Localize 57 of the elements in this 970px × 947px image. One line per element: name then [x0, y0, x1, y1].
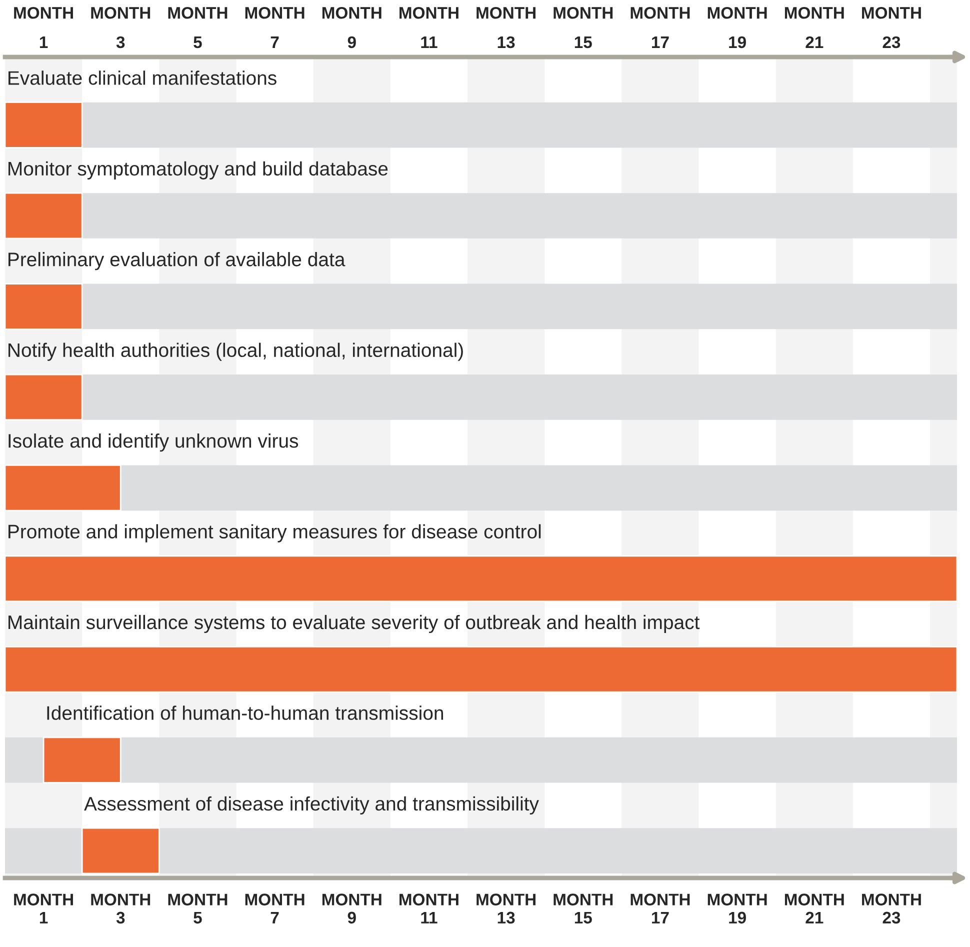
- text: MONTH: [554, 894, 613, 906]
- x-tick-label: 9: [348, 36, 356, 48]
- text: MONTH: [168, 894, 228, 906]
- x-tick-label: 23: [882, 36, 900, 48]
- text: MONTH: [168, 6, 228, 19]
- x2-tick-label: 9: [348, 912, 356, 924]
- y-tick-label: Evaluate clinical manifestations: [8, 70, 276, 85]
- text: MONTH: [400, 894, 458, 906]
- y-tick-label: Monitor symptomatology and build database: [8, 161, 388, 180]
- text: MONTH: [91, 894, 150, 906]
- x-tick-label: 13: [498, 36, 515, 48]
- y-tick-label: Promote and implement sanitary measures for disease control: [8, 524, 541, 542]
- x2-tick-label: 17: [652, 912, 669, 924]
- text: MONTH: [630, 894, 690, 906]
- text: MONTH: [630, 6, 690, 19]
- y-tick-label: Preliminary evaluation of available data: [8, 252, 346, 270]
- text: MONTH: [91, 6, 150, 19]
- x-tick-label: 11: [421, 36, 438, 48]
- x2-tick-label: 23: [882, 912, 900, 924]
- x-tick-label: 7: [270, 36, 279, 48]
- text: MONTH: [476, 894, 536, 906]
- x-tick-label: 19: [729, 36, 746, 48]
- text: MONTH: [245, 894, 304, 906]
- text: MONTH: [708, 894, 767, 906]
- x2-tick-label: 19: [729, 912, 746, 924]
- text: MONTH: [14, 894, 73, 906]
- text: MONTH: [476, 6, 536, 19]
- y-tick-label: Assessment of disease infectivity and transmissibility: [84, 796, 539, 814]
- x-tick-label: 15: [574, 36, 592, 48]
- x-tick-label: 17: [652, 36, 669, 48]
- text: MONTH: [862, 894, 921, 906]
- x2-tick-label: 13: [498, 912, 515, 924]
- text: MONTH: [14, 6, 73, 19]
- x2-tick-label: 11: [421, 912, 438, 924]
- x2-tick-label: 15: [574, 912, 592, 924]
- text: MONTH: [245, 6, 304, 19]
- x-tick-label: 1: [40, 36, 48, 48]
- text: MONTH: [554, 6, 613, 19]
- text: MONTH: [708, 6, 767, 19]
- x2-tick-label: 3: [116, 912, 125, 924]
- text: MONTH: [862, 6, 921, 19]
- x2-tick-label: 21: [806, 912, 824, 924]
- y-tick-label: Maintain surveillance systems to evaluate severity of outbreak and health impact: [8, 614, 700, 634]
- x2-tick-label: 1: [40, 912, 48, 924]
- x-tick-label: 3: [116, 36, 125, 48]
- y-tick-label: Identification of human-to-human transmission: [47, 706, 444, 720]
- x2-tick-label: 7: [270, 912, 279, 924]
- text: MONTH: [322, 6, 382, 19]
- x2-tick-label: 5: [194, 912, 202, 924]
- text: MONTH: [784, 894, 844, 906]
- text: MONTH: [400, 6, 458, 19]
- text: MONTH: [784, 6, 844, 19]
- text: MONTH: [322, 894, 382, 906]
- y-tick-label: Isolate and identify unknown virus: [8, 433, 298, 452]
- x-tick-label: 5: [194, 36, 202, 48]
- y-tick-label: Notify health authorities (local, national, international): [8, 342, 463, 361]
- x-tick-label: 21: [806, 36, 824, 48]
